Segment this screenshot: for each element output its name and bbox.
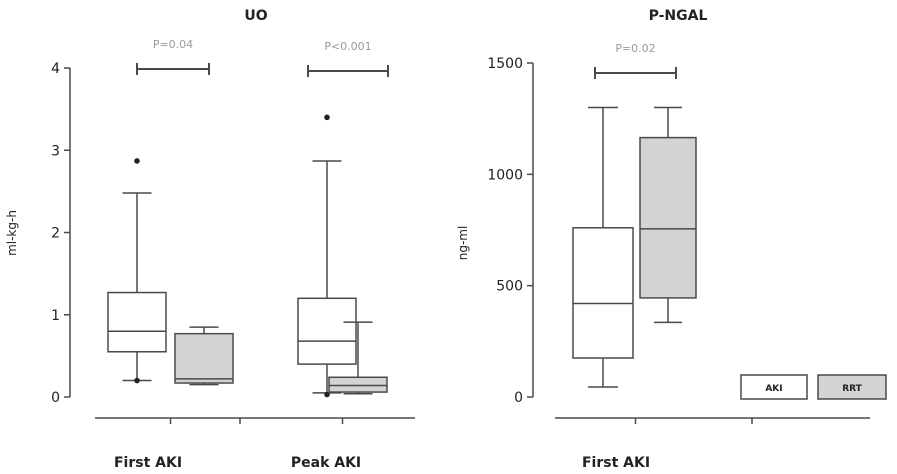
ngal-y-tick-label: 1000 [487, 167, 523, 183]
uo-category-label-peak-aki: Peak AKI [291, 455, 361, 471]
legend-swatch-rrt [817, 374, 887, 400]
uo-aki-box-0 [107, 158, 167, 384]
uo-aki-box-0-iqr-rect [107, 291, 167, 353]
uo-rrt-box-0-iqr-rect [174, 332, 234, 384]
ngal-y-tick-label: 500 [496, 279, 523, 295]
uo-y-tick-label: 2 [51, 226, 60, 242]
uo-y-tick-label: 4 [51, 61, 60, 77]
uo-rrt-box-0 [174, 326, 234, 386]
legend: AKI RRT [740, 374, 887, 400]
legend-label-rrt: RRT [842, 384, 862, 394]
uo-aki-box-1-outlier-point [324, 114, 330, 121]
ngal-rrt-box-0-iqr-rect [639, 136, 697, 299]
uo-chart-title: UO [244, 8, 267, 24]
uo-y-axis-label: ml-kg-h [5, 210, 19, 256]
uo-y-tick-label: 1 [51, 308, 60, 324]
legend-swatch-aki [740, 374, 808, 400]
ngal-pvalue-label: P=0.02 [615, 42, 655, 55]
uo-aki-box-0-outlier-point [134, 158, 140, 164]
uo-category-label-first-aki: First AKI [114, 455, 182, 471]
uo-panel: UO ml-kg-h 0 1 2 3 4 P=0.04 P<0.001 First AKI… [5, 8, 415, 471]
uo-rrt-box-1-iqr-rect [328, 376, 388, 393]
ngal-aki-box-0-iqr-rect [572, 227, 634, 359]
ngal-category-label-first-aki: First AKI [582, 455, 650, 471]
uo-pvalue-annotation: P<0.001 [307, 40, 389, 77]
legend-label-aki: AKI [765, 384, 782, 394]
uo-y-tick-label: 0 [51, 390, 60, 406]
uo-aki-box-0-outlier-point [134, 377, 140, 384]
uo-aki-box-1 [297, 114, 357, 398]
uo-aki-box-1-outlier-point [324, 391, 330, 398]
ngal-y-tick-label: 0 [514, 390, 523, 406]
uo-y-tick-label: 3 [51, 143, 60, 159]
ngal-chart-title: P-NGAL [649, 8, 708, 24]
uo-pvalue-label: P<0.001 [324, 40, 371, 53]
ngal-y-tick-label: 1500 [487, 56, 523, 72]
uo-pvalue-annotation: P=0.04 [136, 38, 210, 75]
ngal-rrt-box-0 [639, 106, 697, 324]
ngal-panel: P-NGAL ng-ml 0 500 1000 1500 P=0.02 First A… [456, 8, 870, 471]
uo-aki-box-1-iqr-rect [297, 297, 357, 365]
ngal-aki-box-0 [572, 106, 634, 388]
uo-rrt-box-1 [328, 321, 388, 395]
ngal-y-axis-label: ng-ml [456, 226, 470, 261]
ngal-pvalue-annotation: P=0.02 [594, 42, 677, 79]
uo-pvalue-label: P=0.04 [153, 38, 193, 51]
